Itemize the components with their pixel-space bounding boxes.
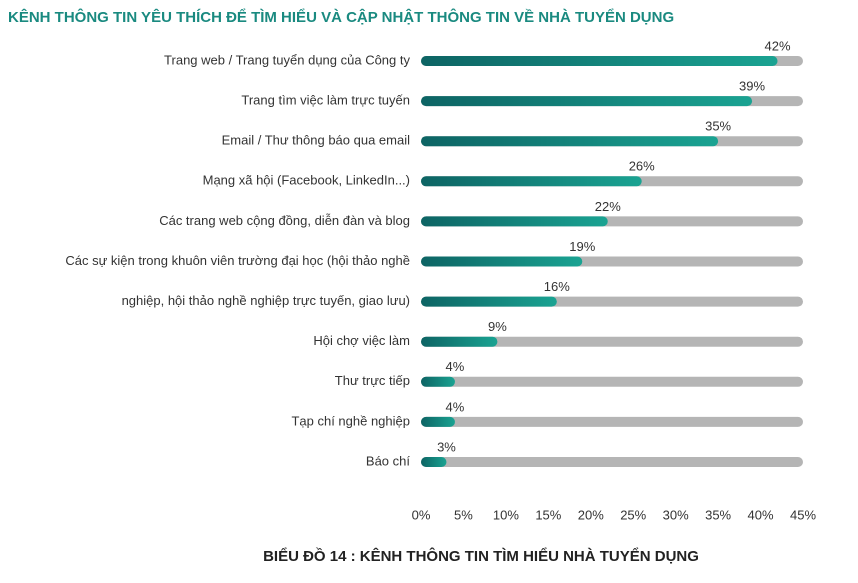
value-label: 3% [437,439,456,454]
bar [421,96,753,107]
value-label: 19% [569,239,595,254]
x-tick-label: 0% [412,507,431,522]
bar-track [421,376,803,387]
y-tick-label: Trang web / Trang tuyển dụng của Công ty [164,52,410,67]
x-tick-label: 10% [493,507,519,522]
bar [421,176,642,187]
value-label: 42% [765,38,791,53]
value-label: 16% [544,279,570,294]
y-tick-label: Trang tìm việc làm trực tuyến [241,93,410,108]
x-tick-label: 30% [663,507,689,522]
bar [421,416,455,427]
bar [421,216,608,227]
y-tick-label: Các trang web cộng đồng, diễn đàn và blo… [159,213,410,228]
bar-track [421,457,803,467]
x-tick-label: 40% [748,507,774,522]
x-tick-label: 35% [705,507,731,522]
y-tick-label: nghiệp, hội thảo nghề nghiệp trực tuyến,… [122,293,410,308]
x-tick-label: 15% [535,507,561,522]
bar [421,457,447,467]
value-label: 22% [595,199,621,214]
y-tick-label: Tạp chí nghề nghiệp [291,413,410,428]
bar [421,56,778,66]
x-tick-label: 5% [454,507,473,522]
y-tick-label: Thư trực tiếp [335,373,410,388]
y-tick-label: Các sự kiện trong khuôn viên trường đại … [65,253,410,268]
value-label: 4% [446,359,465,374]
y-tick-label: Hội chợ việc làm [313,333,410,348]
value-label: 39% [739,79,765,94]
bar-track [421,416,803,427]
bar [421,136,719,147]
value-label: 26% [629,159,655,174]
chart-caption: BIỂU ĐỒ 14 : KÊNH THÔNG TIN TÌM HIỂU NHÀ… [263,547,699,565]
x-tick-label: 25% [620,507,646,522]
bar-track [421,336,803,347]
y-tick-label: Email / Thư thông báo qua email [222,133,411,148]
bar [421,296,557,307]
x-tick-label: 45% [790,507,816,522]
y-tick-label: Báo chí [366,453,410,468]
bar [421,336,498,347]
bar [421,256,583,267]
y-tick-label: Mạng xã hội (Facebook, LinkedIn...) [203,173,410,188]
value-label: 4% [446,399,465,414]
x-tick-label: 20% [578,507,604,522]
value-label: 9% [488,319,507,334]
bar [421,376,455,387]
chart-title: KÊNH THÔNG TIN YÊU THÍCH ĐỂ TÌM HIỂU VÀ … [8,8,674,26]
value-label: 35% [705,119,731,134]
